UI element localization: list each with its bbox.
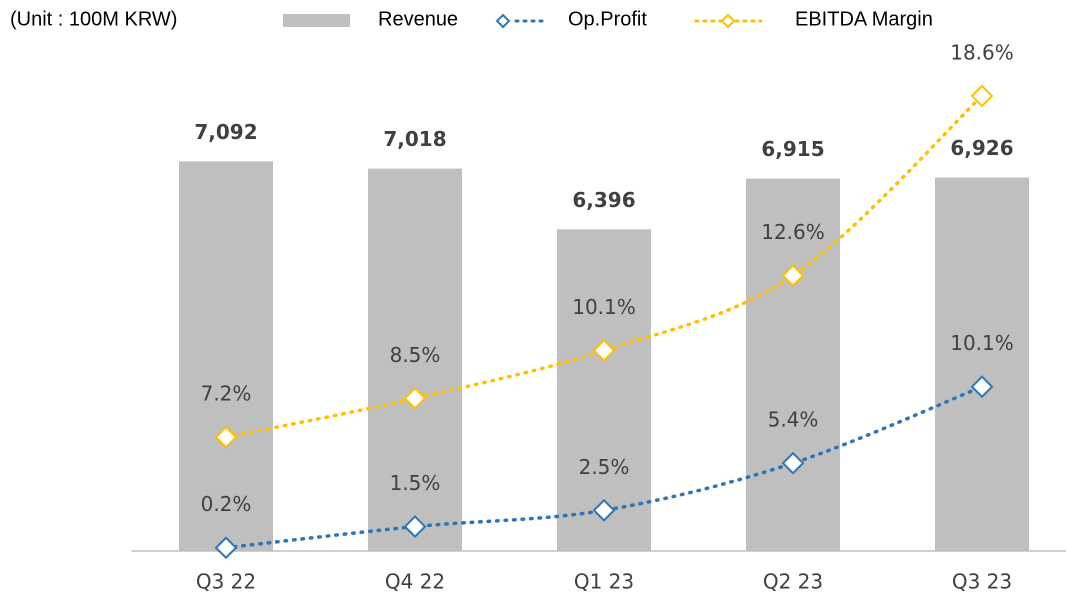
x-tick-label: Q3 22: [196, 570, 256, 594]
unit-note: (Unit : 100M KRW): [10, 8, 177, 30]
line: [224, 384, 984, 550]
legend-swatch: [720, 13, 736, 29]
marker: [781, 264, 805, 287]
marker: [403, 386, 427, 410]
bar-value-label: 6,915: [761, 137, 824, 161]
marker: [214, 536, 238, 560]
marker: [403, 515, 427, 539]
marker: [592, 338, 616, 362]
line-value-label: 18.6%: [950, 40, 1014, 64]
line-value-label: 2.5%: [579, 455, 630, 479]
bar: [935, 177, 1029, 551]
line-value-label: 12.6%: [761, 220, 825, 244]
legend-swatch: [495, 13, 511, 29]
x-tick-label: Q4 22: [385, 570, 445, 594]
bar: [746, 178, 840, 551]
bar: [368, 168, 462, 551]
line-value-label: 7.2%: [201, 382, 252, 406]
legend-swatch: [283, 14, 350, 27]
marker: [592, 498, 616, 522]
bar: [179, 161, 273, 551]
x-tick-label: Q1 23: [574, 570, 634, 594]
line-value-label: 5.4%: [768, 408, 819, 432]
marker: [970, 84, 994, 108]
marker: [781, 451, 805, 475]
bar: [557, 229, 651, 551]
line-value-label: 10.1%: [572, 295, 636, 319]
marker: [214, 425, 238, 449]
line-value-label: 1.5%: [390, 471, 441, 495]
bar-value-label: 6,926: [950, 136, 1013, 160]
bar-value-label: 7,018: [383, 127, 446, 151]
line-value-label: 8.5%: [390, 343, 441, 367]
x-tick-label: Q2 23: [763, 570, 823, 594]
bar-value-label: 7,092: [194, 120, 257, 144]
line-value-label: 0.2%: [201, 492, 252, 516]
line: [224, 94, 984, 439]
line-value-label: 10.1%: [950, 331, 1014, 355]
legend-label: Op.Profit: [568, 8, 647, 30]
marker: [970, 375, 994, 399]
legend-label: EBITDA Margin: [795, 8, 933, 30]
bar-value-label: 6,396: [572, 188, 635, 212]
x-tick-label: Q3 23: [952, 570, 1012, 594]
legend-label: Revenue: [378, 8, 458, 30]
